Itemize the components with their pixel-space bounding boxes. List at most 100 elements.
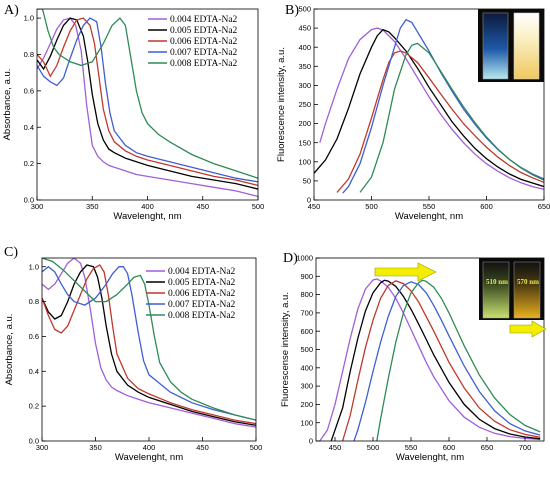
panel-label-D: D): [283, 251, 298, 266]
series-line-C-3: [42, 265, 256, 421]
x-tick-label-B-2: 550: [423, 202, 436, 211]
series-line-A-0: [37, 17, 258, 198]
y-tick-label-A-5: 1.0: [24, 14, 34, 23]
inset-label-570: 570 nm: [517, 278, 539, 286]
y-axis-label-D: Fluorescense intensity, a.u.: [280, 292, 291, 407]
y-tick-label-C-5: 1.0: [29, 262, 39, 271]
x-tick-label-C-1: 350: [89, 443, 102, 452]
y-tick-label-D-5: 500: [300, 345, 313, 354]
x-tick-label-D-4: 650: [481, 443, 494, 452]
legend-entry-A-1: 0.005 EDTA-Na2: [170, 26, 238, 36]
series-line-A-4: [37, 9, 258, 179]
series-line-D-3: [353, 281, 541, 441]
legend-entry-C-1: 0.005 EDTA-Na2: [168, 278, 236, 288]
vial-blue: [482, 12, 509, 80]
series-line-A-3: [37, 17, 258, 183]
legend-entry-A-2: 0.006 EDTA-Na2: [170, 37, 238, 47]
y-tick-label-D-2: 200: [300, 400, 313, 409]
panel-A: 300 350 400 450 500 0.0 0.2 0.4 0.6 0.8 1.0 Wavelen…: [2, 3, 264, 222]
x-tick-label-D-0: 450: [329, 443, 342, 452]
y-tick-label-B-2: 100: [298, 157, 311, 166]
panel-label-C: C): [4, 245, 18, 260]
x-axis-label-A: Wavelenght, nm: [113, 211, 181, 222]
x-tick-label-B-4: 650: [538, 202, 550, 211]
x-axis-label-B: Wavelenght, nm: [395, 211, 463, 222]
x-tick-label-C-0: 300: [36, 443, 49, 452]
shift-arrow-top: [374, 262, 437, 282]
x-tick-label-A-2: 400: [141, 202, 154, 211]
legend-entry-C-3: 0.007 EDTA-Na2: [168, 300, 236, 310]
y-tick-label-B-3: 150: [298, 138, 311, 147]
legend-entry-C-2: 0.006 EDTA-Na2: [168, 289, 236, 299]
y-tick-label-A-1: 0.2: [24, 159, 34, 168]
y-tick-label-D-4: 400: [300, 363, 313, 372]
y-tick-label-D-7: 700: [300, 309, 313, 318]
series-line-A-2: [37, 17, 258, 187]
vial-green: [482, 261, 510, 319]
y-tick-label-C-2: 0.4: [29, 367, 39, 376]
y-tick-label-C-0: 0.0: [29, 437, 39, 446]
series-line-B-2: [336, 50, 544, 193]
legend-entry-A-0: 0.004 EDTA-Na2: [170, 15, 238, 25]
series-line-C-1: [42, 264, 256, 426]
inset-label-510: 510 nm: [486, 278, 508, 286]
y-axis-label-A: Absorbance, a.u.: [2, 69, 13, 141]
x-tick-label-D-5: 700: [519, 443, 532, 452]
panel-label-A: A): [4, 3, 19, 18]
x-tick-label-C-3: 450: [196, 443, 209, 452]
series-line-C-0: [42, 258, 256, 428]
x-tick-label-C-2: 400: [143, 443, 156, 452]
y-tick-label-A-3: 0.6: [24, 86, 34, 95]
vial-yellow: [513, 12, 540, 80]
y-tick-label-B-9: 450: [298, 24, 311, 33]
series-line-A-1: [37, 17, 258, 190]
x-tick-label-B-0: 450: [308, 202, 321, 211]
x-axis-label-D: Wavelenght, nm: [396, 452, 464, 463]
y-tick-label-A-2: 0.4: [24, 123, 34, 132]
y-tick-label-B-4: 200: [298, 119, 311, 128]
x-axis-label-C: Wavelenght, nm: [115, 452, 183, 463]
x-tick-label-A-4: 500: [252, 202, 265, 211]
legend-entry-C-4: 0.008 EDTA-Na2: [168, 311, 236, 321]
y-tick-label-D-1: 100: [300, 418, 313, 427]
inset-photo-d: 510 nm 570 nm: [479, 258, 544, 320]
y-tick-label-C-3: 0.6: [29, 332, 39, 341]
series-line-B-1: [314, 28, 544, 188]
y-axis-label-C: Absorbance, a.u.: [4, 314, 15, 386]
vial-orange: [513, 261, 541, 319]
y-tick-label-B-5: 250: [298, 100, 311, 109]
series-line-D-4: [376, 279, 541, 441]
legend-entry-C-0: 0.004 EDTA-Na2: [168, 267, 236, 277]
x-tick-label-B-3: 600: [480, 202, 493, 211]
series-line-D-0: [319, 278, 541, 441]
panel-C: 300 350 400 450 500 0.0 0.2 0.4 0.6 0.8 1.0 Wavelen…: [4, 245, 262, 463]
y-tick-label-A-0: 0.0: [24, 196, 34, 205]
series-line-B-0: [319, 27, 544, 190]
inset-photo-b: [478, 9, 544, 82]
panel-label-B: B): [285, 3, 299, 18]
y-axis-label-B: Fluorescence intensity, a.u.: [276, 47, 287, 162]
y-tick-label-C-4: 0.8: [29, 297, 39, 306]
x-tick-label-A-0: 300: [31, 202, 44, 211]
y-tick-label-B-1: 50: [303, 177, 311, 186]
y-tick-label-A-4: 0.8: [24, 50, 34, 59]
y-tick-label-D-6: 600: [300, 327, 313, 336]
y-tick-label-B-10: 500: [298, 5, 311, 14]
shift-arrow-right: [509, 320, 547, 338]
series-line-B-4: [359, 42, 544, 193]
y-tick-label-D-8: 800: [300, 290, 313, 299]
legend-entry-A-4: 0.008 EDTA-Na2: [170, 59, 238, 69]
y-tick-label-D-3: 300: [300, 382, 313, 391]
y-tick-label-D-10: 1000: [296, 254, 313, 263]
series-line-C-4: [42, 258, 256, 421]
x-tick-label-A-3: 450: [196, 202, 209, 211]
y-tick-label-D-0: 0: [309, 437, 313, 446]
y-tick-label-C-1: 0.2: [29, 402, 39, 411]
y-tick-label-B-8: 400: [298, 43, 311, 52]
y-tick-label-B-6: 300: [298, 81, 311, 90]
x-tick-label-D-2: 550: [405, 443, 418, 452]
x-tick-label-D-1: 500: [367, 443, 380, 452]
